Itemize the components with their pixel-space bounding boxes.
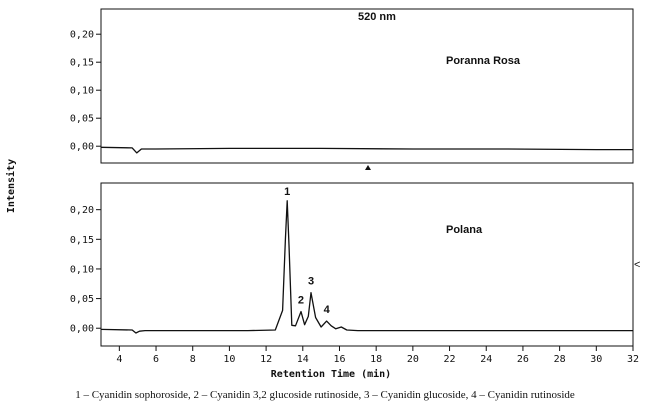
y-tick-label: 0,15	[70, 58, 94, 69]
x-tick-label: 26	[517, 354, 529, 365]
x-tick-label: 22	[444, 354, 456, 365]
y-tick-label: 0,20	[70, 205, 94, 216]
series-label-polana: Polana	[446, 224, 483, 236]
y-tick-label: 0,10	[70, 86, 94, 97]
x-tick-label: 12	[260, 354, 272, 365]
peak-label: 4	[324, 304, 331, 316]
x-tick-label: 18	[370, 354, 382, 365]
series-line	[100, 146, 633, 154]
y-tick-label: 0,20	[70, 30, 94, 41]
x-tick-label: 10	[223, 354, 235, 365]
y-tick-label: 0,05	[70, 294, 94, 305]
x-tick-label: 8	[190, 354, 196, 365]
x-tick-label: 16	[333, 354, 345, 365]
x-tick-label: 6	[153, 354, 159, 365]
y-tick-label: 0,15	[70, 235, 94, 246]
y-tick-label: 0,05	[70, 114, 94, 125]
right-edge-marker: <	[634, 259, 640, 271]
x-tick-label: 28	[554, 354, 566, 365]
y-axis-title: Intensity	[5, 159, 17, 213]
peak-label: 3	[308, 276, 314, 288]
peak-label: 1	[284, 186, 290, 198]
figure-caption: 1 – Cyanidin sophoroside, 2 – Cyanidin 3…	[75, 389, 575, 401]
x-tick-label: 24	[480, 354, 492, 365]
y-tick-label: 0,00	[70, 324, 94, 335]
y-tick-label: 0,00	[70, 142, 94, 153]
peak-label: 2	[298, 295, 304, 307]
x-tick-label: 20	[407, 354, 419, 365]
bottom-panel-frame	[100, 182, 634, 347]
series-line	[100, 200, 633, 334]
x-tick-label: 14	[297, 354, 309, 365]
top-panel-frame	[100, 8, 634, 164]
series-label-poranna-rosa: Poranna Rosa	[446, 55, 521, 67]
wavelength-title: 520 nm	[358, 11, 396, 23]
x-tick-label: 30	[590, 354, 602, 365]
x-tick-label: 4	[116, 354, 122, 365]
x-tick-label: 32	[627, 354, 639, 365]
top-panel-marker	[365, 165, 371, 170]
y-tick-label: 0,10	[70, 264, 94, 275]
x-axis-title: Retention Time (min)	[271, 368, 391, 380]
